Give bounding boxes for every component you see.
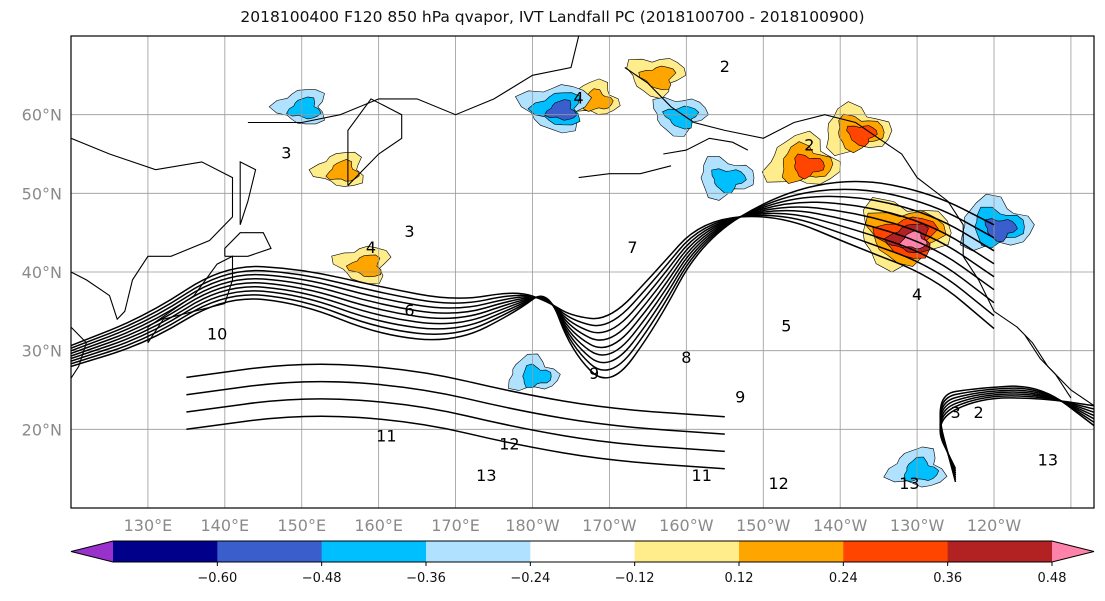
colorbar-segment xyxy=(530,541,636,562)
longitude-tick-label: 150°E xyxy=(277,516,326,535)
contour-label: 13 xyxy=(476,466,496,485)
latitude-labels: 20°N 30°N 40°N 50°N 60°N xyxy=(22,106,62,440)
colorbar-tick-label: 0.24 xyxy=(829,571,858,586)
contour-label: 3 xyxy=(281,144,291,163)
colorbar-tick-label: 0.36 xyxy=(933,571,962,586)
colorbar-segment xyxy=(634,541,740,562)
ivt-contour-line xyxy=(186,415,725,470)
negative-anomaly-patch xyxy=(662,105,700,130)
longitude-tick-label: 140°W xyxy=(813,516,868,535)
coastline xyxy=(578,165,672,179)
negative-anomaly-patch xyxy=(522,363,552,388)
coastline xyxy=(239,161,257,225)
ivt-contour-line xyxy=(186,398,725,453)
negative-anomaly-patch xyxy=(543,99,578,121)
colorbar-tick-label: −0.36 xyxy=(406,571,446,586)
positive-anomaly-patch xyxy=(345,254,382,278)
colorbar-tick-label: 0.12 xyxy=(725,571,754,586)
coastline xyxy=(247,36,580,124)
coastlines xyxy=(71,36,1094,407)
colorbar-tick-label: −0.24 xyxy=(510,571,550,586)
colorbar-segment xyxy=(843,541,949,562)
ivt-contours xyxy=(71,180,1094,483)
contour-label: 13 xyxy=(1038,450,1058,469)
contour-label: 10 xyxy=(207,324,227,343)
coastline xyxy=(71,326,88,380)
coastline xyxy=(224,232,272,257)
longitude-labels: 130°E 140°E 150°E 160°E 170°E 180°W 170°W 160°W… xyxy=(124,516,1022,535)
contour-label: 8 xyxy=(681,348,691,367)
longitude-tick-label: 170°E xyxy=(431,516,480,535)
colorbar-outline xyxy=(70,540,1095,563)
contour-label: 9 xyxy=(589,364,599,383)
latitude-tick-label: 50°N xyxy=(22,184,62,203)
colorbar-tick-label: 0.48 xyxy=(1038,571,1067,586)
ivt-contour-line xyxy=(939,385,1094,483)
ivt-contour-line xyxy=(186,363,725,418)
contour-label: 3 xyxy=(950,403,960,422)
longitude-tick-label: 160°E xyxy=(354,516,403,535)
colorbar-segment xyxy=(426,541,531,562)
coastline xyxy=(347,98,403,186)
contour-label: 7 xyxy=(627,238,637,257)
ivt-contour-line xyxy=(186,380,725,435)
colorbar: −0.60 −0.48 −0.36 −0.24 −0.12 0.12 0.24 0.36 0.4… xyxy=(70,540,1095,586)
longitude-tick-label: 120°W xyxy=(967,516,1022,535)
positive-anomaly-patch xyxy=(846,125,878,147)
contour-label: 12 xyxy=(499,435,519,454)
negative-anomaly-patch xyxy=(711,168,747,194)
contour-label: 9 xyxy=(735,387,745,406)
longitude-tick-label: 150°W xyxy=(736,516,791,535)
colorbar-segment xyxy=(113,541,218,562)
negative-anomaly-patch xyxy=(903,456,940,482)
longitude-tick-label: 180°W xyxy=(505,516,560,535)
positive-anomaly-patch xyxy=(325,159,360,182)
contour-label: 2 xyxy=(720,57,730,76)
qvapor-shading xyxy=(268,58,1035,488)
contour-label: 12 xyxy=(768,474,788,493)
contour-label: 5 xyxy=(781,317,791,336)
latitude-tick-label: 20°N xyxy=(22,420,62,439)
latitude-tick-label: 60°N xyxy=(22,106,62,125)
colorbar-tick-label: −0.48 xyxy=(302,571,342,586)
positive-anomaly-patch xyxy=(794,153,825,180)
contour-label: 6 xyxy=(404,301,414,320)
chart-title: 2018100400 F120 850 hPa qvapor, IVT Land… xyxy=(240,8,865,26)
latitude-tick-label: 30°N xyxy=(22,342,62,361)
coastline xyxy=(663,137,749,155)
colorbar-tick-label: −0.60 xyxy=(197,571,237,586)
colorbar-segment xyxy=(739,541,844,562)
colorbar-segment xyxy=(321,541,427,562)
contour-label: 13 xyxy=(899,474,919,493)
colorbar-tick-label: −0.12 xyxy=(615,571,655,586)
contour-label: 4 xyxy=(912,285,922,304)
colorbar-extend-low xyxy=(71,541,113,562)
contour-label: 11 xyxy=(692,466,712,485)
coastline xyxy=(1024,334,1072,399)
longitude-tick-label: 130°W xyxy=(890,516,945,535)
contour-label: 4 xyxy=(574,88,584,107)
contour-label: 11 xyxy=(376,427,396,446)
negative-anomaly-patch xyxy=(286,96,322,120)
contour-label: 2 xyxy=(974,403,984,422)
contour-label: 2 xyxy=(804,136,814,155)
coastline xyxy=(71,137,234,321)
longitude-tick-label: 160°W xyxy=(659,516,714,535)
longitude-tick-label: 140°E xyxy=(201,516,250,535)
longitude-tick-label: 170°W xyxy=(582,516,637,535)
latitude-tick-label: 40°N xyxy=(22,263,62,282)
colorbar-segment xyxy=(217,541,323,562)
longitude-tick-label: 130°E xyxy=(124,516,173,535)
map-frame xyxy=(70,35,1095,509)
ivt-contour-line xyxy=(71,215,995,347)
contour-label: 3 xyxy=(404,222,414,241)
colorbar-segment xyxy=(947,541,1053,562)
contour-label: 4 xyxy=(366,238,376,257)
colorbar-extend-high xyxy=(1052,541,1094,562)
